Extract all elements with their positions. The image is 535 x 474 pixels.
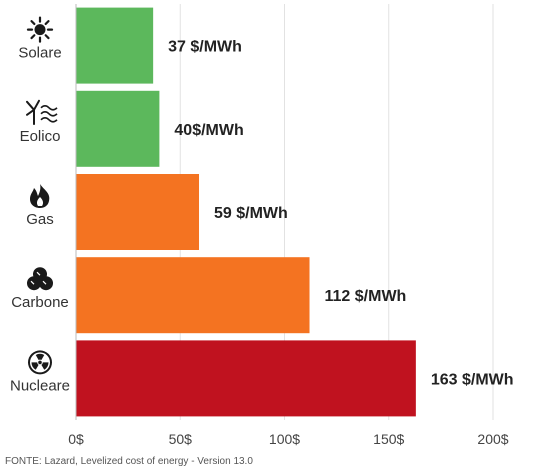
value-label: 37 $/MWh [168,39,242,56]
category-label: Nucleare [10,377,70,394]
bar-nucleare [76,340,416,417]
bar-eolico [76,90,160,167]
category-label: Solare [18,45,61,62]
value-label: 163 $/MWh [431,371,514,388]
category-label: Carbone [11,294,69,311]
bar-gas [76,174,200,250]
coal-icon [27,267,53,291]
x-axis-ticks: 0$ 50$ 100$ 150$ 200$ [68,431,509,447]
category-icons [26,16,58,375]
flame-icon [30,184,50,208]
category-label: Gas [26,211,54,228]
bar-solare [76,7,154,84]
labels: 37 $/MWh Solare 40$/MWh Eolico 59 $/MWh Gas 11… [10,39,514,395]
value-label: 59 $/MWh [214,205,288,222]
x-tick-label: 150$ [373,431,404,447]
sun-icon [26,16,54,43]
bar-carbone [76,257,310,334]
x-tick-label: 100$ [269,431,300,447]
x-tick-label: 0$ [68,431,84,447]
bars [76,7,416,417]
source-note: FONTE: Lazard, Levelized cost of energy … [5,456,253,467]
value-label: 112 $/MWh [325,288,407,305]
category-label: Eolico [20,128,61,145]
x-tick-label: 200$ [477,431,508,447]
value-label: 40$/MWh [174,122,243,139]
wind-turbine-icon [26,99,58,125]
x-tick-label: 50$ [169,431,193,447]
radiation-icon [28,350,52,375]
